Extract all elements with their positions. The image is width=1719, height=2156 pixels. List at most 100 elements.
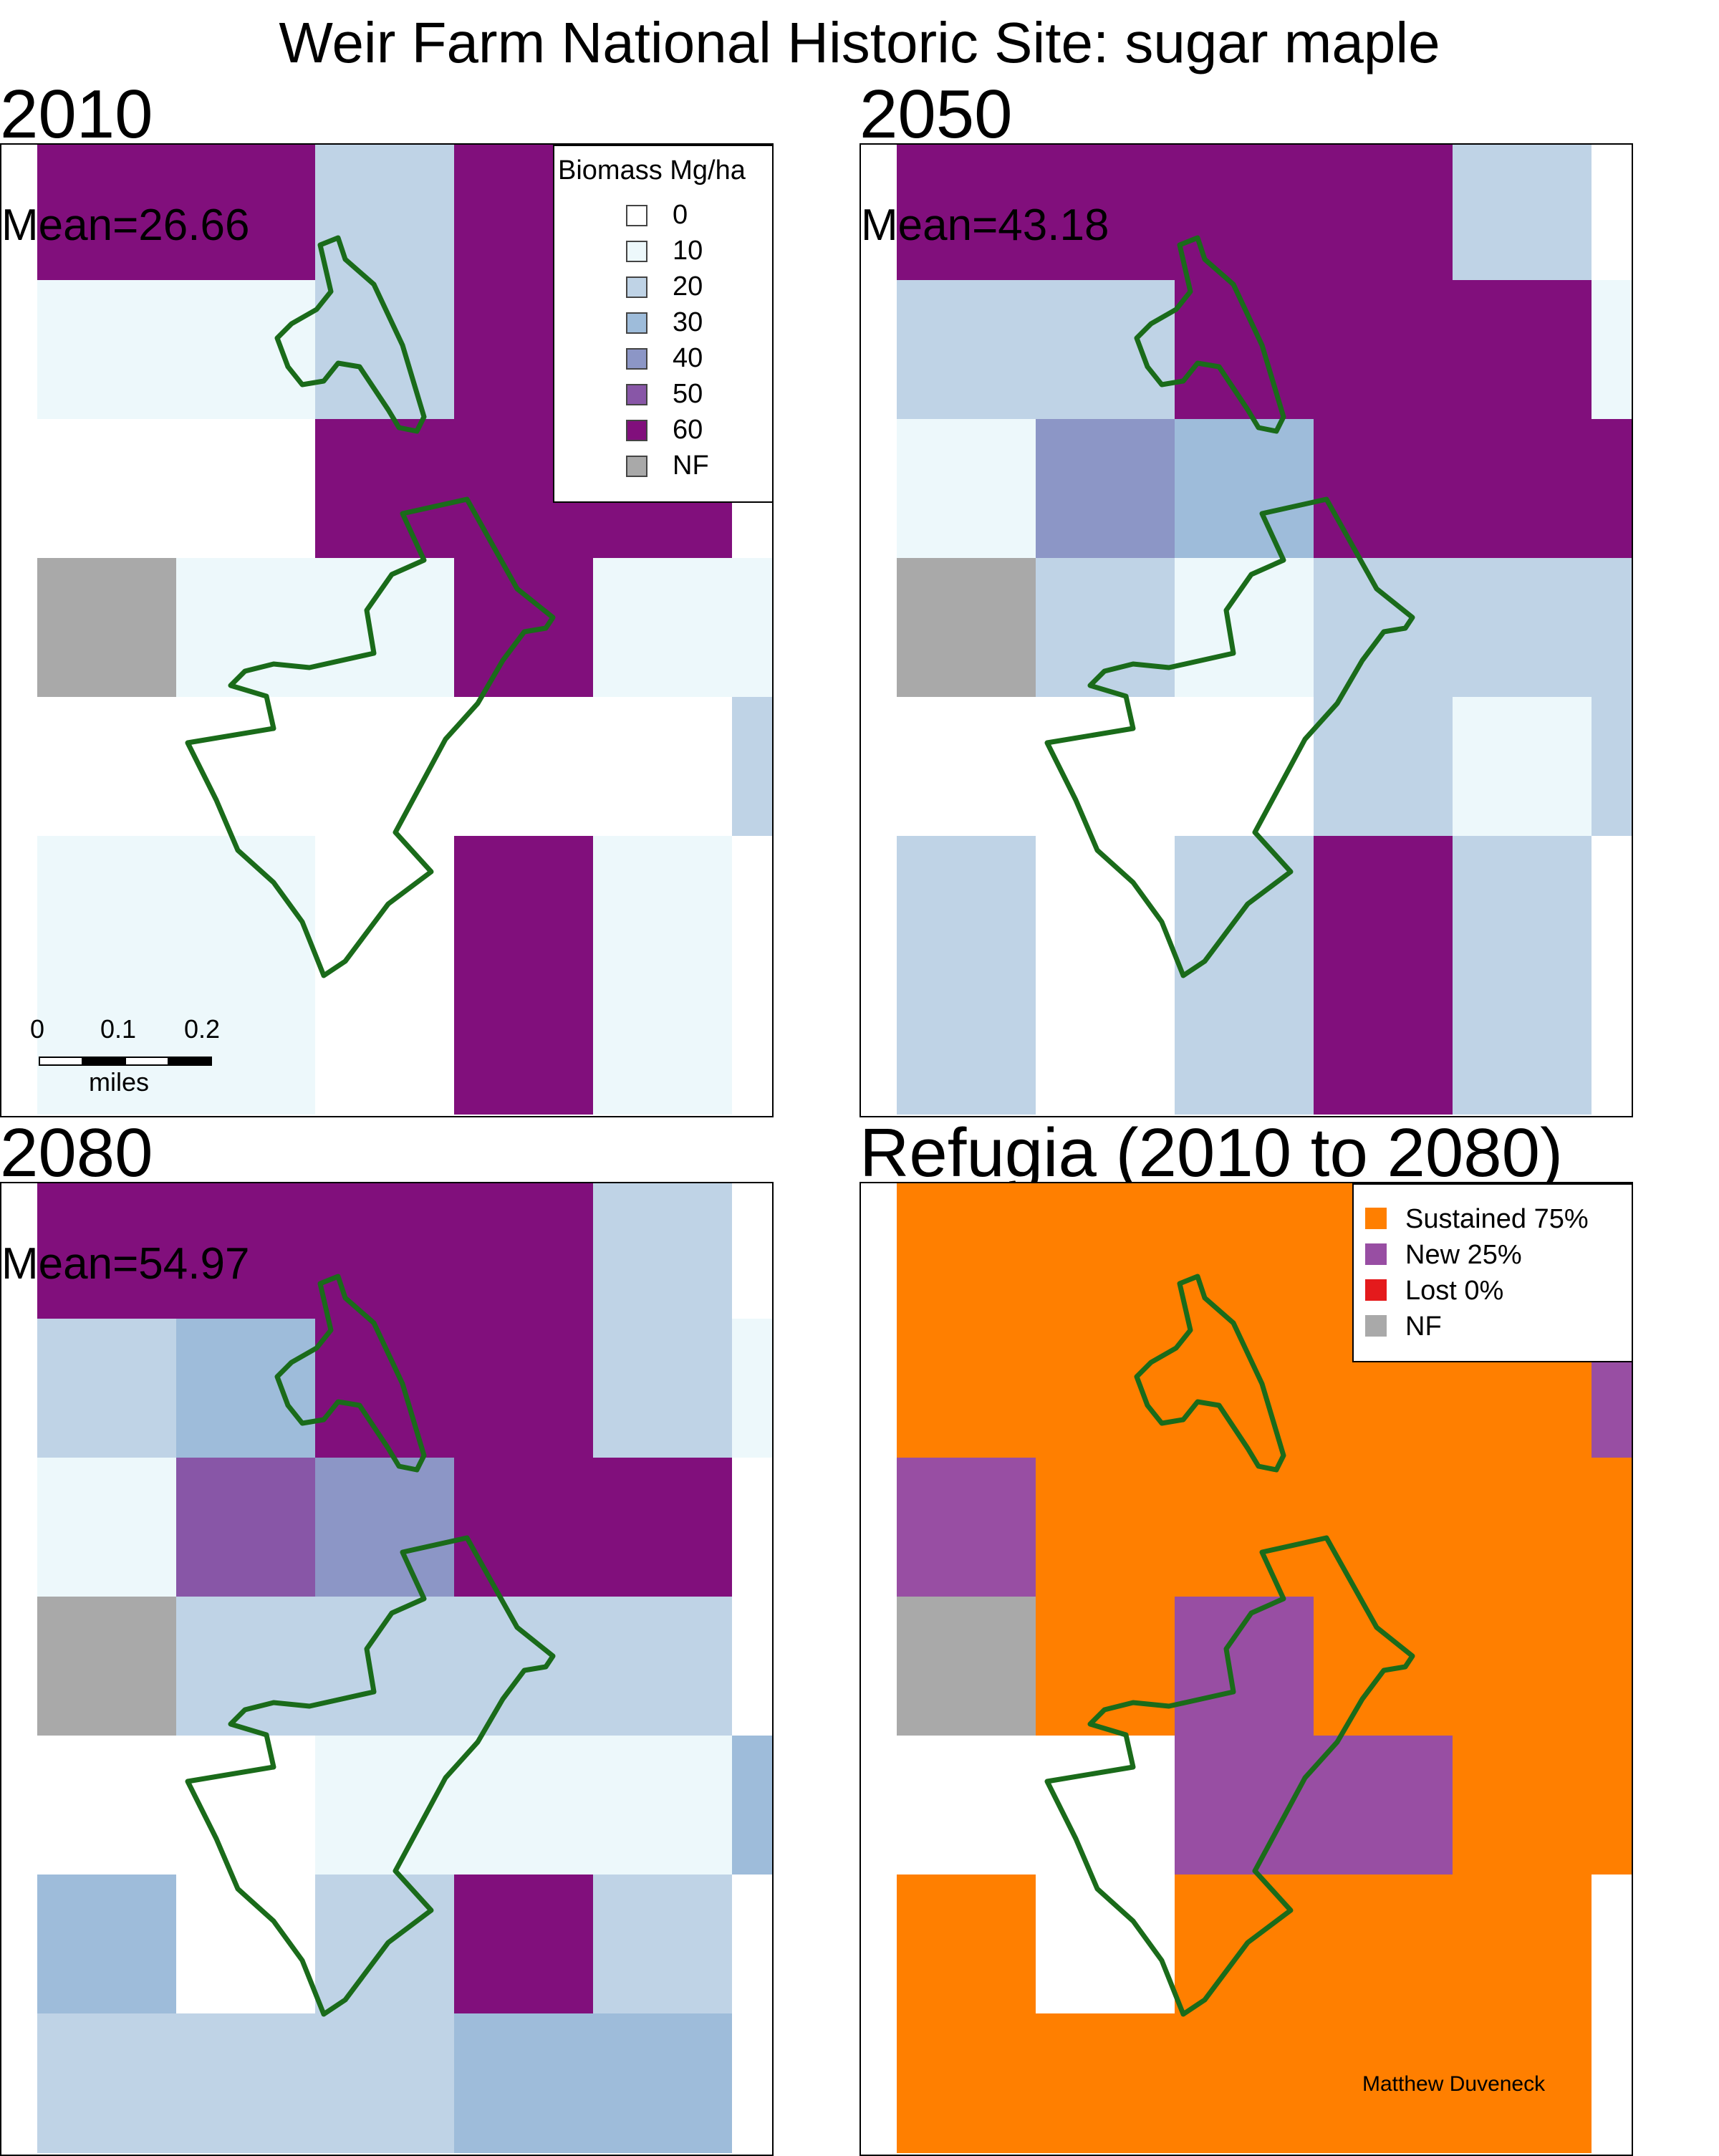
map-cell (37, 145, 177, 281)
map-cell (1036, 1319, 1175, 1458)
map-cell (315, 1736, 455, 1875)
legend-label: 20 (673, 271, 703, 302)
map-cell (1453, 697, 1592, 837)
map-cell (37, 836, 177, 976)
legend-label: 50 (673, 379, 703, 409)
map-cell (1592, 975, 1632, 1115)
map-cell (454, 1875, 594, 2014)
legend-swatch (626, 384, 647, 405)
legend-swatch (626, 205, 647, 226)
map-cell (454, 1183, 594, 1319)
map-cell (1175, 2013, 1314, 2153)
map-cell (593, 1319, 733, 1458)
legend-title: Biomass Mg/ha (558, 155, 746, 186)
map-cell (1453, 145, 1592, 281)
scale-tick-label: 0.2 (184, 1014, 221, 1044)
map-cell (732, 1875, 772, 2014)
map-cell (315, 419, 455, 559)
map-cell (1592, 1597, 1632, 1736)
map-cell (37, 280, 177, 420)
map-cell (454, 558, 594, 698)
legend-item: 50 (554, 379, 772, 420)
legend-swatch (626, 420, 647, 441)
legend-item: 30 (554, 307, 772, 348)
legend-label: 40 (673, 343, 703, 373)
map-cell (454, 1736, 594, 1875)
map-cell (593, 1597, 733, 1736)
map-cell (37, 1875, 177, 2014)
map-cell (454, 697, 594, 837)
map-cell (732, 558, 772, 698)
map-cell (897, 975, 1036, 1115)
map-cell (1036, 280, 1175, 420)
legend-item: 40 (554, 343, 772, 384)
map-cell (315, 697, 455, 837)
map-cell (1592, 558, 1632, 698)
map-cell (176, 975, 316, 1115)
map-cell (897, 145, 1036, 281)
map-panel-2010: Mean=26.66 Biomass Mg/ha 0 10 20 30 40 5… (0, 143, 774, 1117)
legend-item: 20 (554, 271, 772, 312)
map-cell (176, 558, 316, 698)
map-cell (1453, 2013, 1592, 2153)
map-cell (1453, 558, 1592, 698)
scale-bar: 0 0.1 0.2 miles (30, 1015, 223, 1101)
mean-value: Mean=54.97 (1, 1239, 250, 1289)
map-cell (732, 1458, 772, 1597)
scale-segment (125, 1057, 169, 1066)
map-cell (315, 280, 455, 420)
map-cell (1314, 145, 1453, 281)
map-cell (593, 697, 733, 837)
map-cell (1453, 1736, 1592, 1875)
map-cell (1453, 1597, 1592, 1736)
legend-label: 10 (673, 236, 703, 266)
map-cell (1175, 975, 1314, 1115)
map-cell (1592, 836, 1632, 976)
park-boundary-north (274, 1274, 427, 1473)
map-cell (1314, 836, 1453, 976)
map-cell (593, 558, 733, 698)
mean-value: Mean=26.66 (1, 201, 250, 250)
scale-segment (168, 1057, 212, 1066)
map-cell (1175, 1458, 1314, 1597)
map-cell (1453, 1875, 1592, 2014)
map-cell (897, 558, 1036, 698)
map-cell (897, 697, 1036, 837)
map-cell (1314, 2013, 1453, 2153)
map-cell (1036, 558, 1175, 698)
map-cell (1592, 145, 1632, 281)
map-cell (454, 1597, 594, 1736)
map-cell (732, 1183, 772, 1319)
map-cell (37, 697, 177, 837)
map-cell (593, 1736, 733, 1875)
map-cell (454, 836, 594, 976)
map-cell (315, 1183, 455, 1319)
map-cell (315, 558, 455, 698)
legend-item: 0 (554, 200, 772, 241)
map-cell (37, 1183, 177, 1319)
legend-swatch (626, 456, 647, 477)
map-cell (176, 419, 316, 559)
map-cell (176, 1597, 316, 1736)
map-cell (732, 697, 772, 837)
map-cell (1036, 419, 1175, 559)
map-cell (1175, 280, 1314, 420)
map-cell (897, 1458, 1036, 1597)
legend-swatch (1365, 1315, 1387, 1337)
map-cell (897, 1183, 1036, 1319)
map-cell (1314, 280, 1453, 420)
map-cell (897, 836, 1036, 976)
map-cell (593, 1458, 733, 1597)
map-cell (1175, 419, 1314, 559)
map-cell (897, 1736, 1036, 1875)
map-cell (1175, 1183, 1314, 1319)
map-cell (1175, 697, 1314, 837)
author-credit: Matthew Duveneck (1362, 2072, 1546, 2096)
map-cell (176, 1458, 316, 1597)
map-cell (1036, 1458, 1175, 1597)
map-cell (176, 1319, 316, 1458)
legend-label: NF (1405, 1312, 1442, 1342)
legend-item: 10 (554, 236, 772, 276)
map-cell (315, 145, 455, 281)
map-cell (1314, 1458, 1453, 1597)
